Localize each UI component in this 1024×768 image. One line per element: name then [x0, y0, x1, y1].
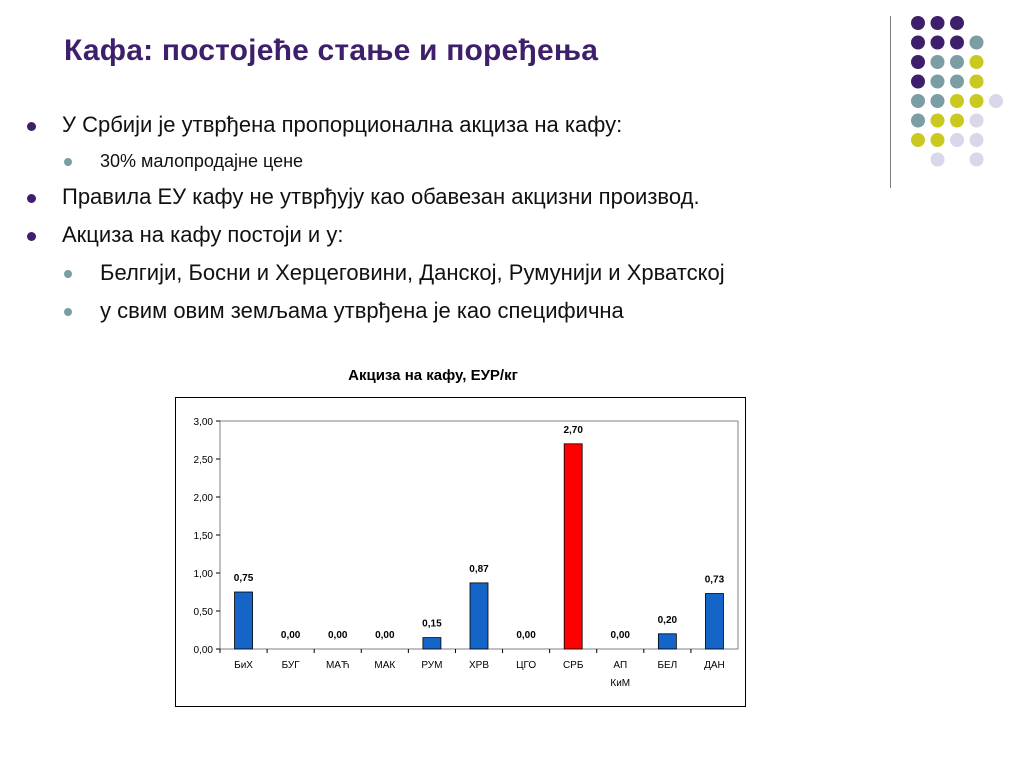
decorative-dot — [969, 94, 984, 108]
x-tick-label: РУМ — [421, 660, 442, 671]
x-tick-label: ДАН — [704, 660, 725, 671]
decorative-dot — [950, 55, 964, 69]
bullet-text: У Србији је утврђена пропорционална акци… — [62, 112, 623, 137]
decorative-dot — [911, 94, 925, 108]
decorative-dot — [969, 35, 984, 50]
bullet-item: У Србији је утврђена пропорционална акци… — [26, 112, 886, 138]
bullet-dot-icon — [64, 308, 72, 316]
y-tick-label: 0,00 — [194, 645, 214, 656]
chart-title: Акциза на кафу, ЕУР/кг — [348, 367, 518, 384]
decorative-dot — [930, 74, 945, 89]
decorative-dot — [911, 16, 925, 30]
x-tick-label: БУГ — [282, 660, 301, 671]
decorative-dot — [950, 94, 964, 108]
decorative-dot — [930, 35, 945, 50]
y-tick-label: 1,00 — [194, 569, 214, 580]
y-tick-label: 1,50 — [194, 531, 214, 542]
decorative-dot-grid — [911, 16, 1003, 167]
bullet-dot-icon — [27, 232, 36, 241]
bullet-text: у свим овим земљама утврђена је као спец… — [100, 298, 624, 323]
bar — [705, 593, 724, 650]
bullet-dot-icon — [64, 270, 72, 278]
bullet-item: Акциза на кафу постоји и у: — [26, 222, 886, 248]
bullet-text: Белгији, Босни и Херцеговини, Данској, Р… — [100, 260, 725, 285]
decorative-dot — [930, 152, 945, 167]
x-tick-label: АП — [613, 660, 627, 671]
x-tick-label: СРБ — [563, 660, 584, 671]
data-label: 0,20 — [658, 615, 678, 626]
y-tick-label: 2,50 — [194, 455, 214, 466]
decorative-dot — [950, 74, 964, 89]
data-label: 0,00 — [611, 630, 631, 641]
decorative-dot — [989, 94, 1003, 108]
y-tick-label: 3,00 — [194, 417, 214, 428]
sub-bullet-item: Белгији, Босни и Херцеговини, Данској, Р… — [26, 260, 886, 286]
decorative-dot — [930, 94, 945, 108]
decorative-dot — [969, 74, 984, 89]
decorative-dot — [950, 16, 964, 30]
chart-frame: 0,00 0,50 1,00 1,50 2,00 2,50 3,00 0,75 БиХ 0,00 Б… — [175, 397, 746, 707]
decorative-dot — [911, 133, 925, 147]
data-label: 0,00 — [281, 630, 301, 641]
x-tick-label: КиМ — [610, 678, 630, 689]
x-tick-label: МАЋ — [326, 660, 350, 671]
x-tick-label: МАК — [374, 660, 395, 671]
sub-bullet-item: у свим овим земљама утврђена је као спец… — [26, 298, 886, 324]
decorative-dot — [969, 55, 984, 69]
decorative-dot — [911, 113, 925, 128]
x-tick-label: БЕЛ — [657, 660, 677, 671]
decorative-dot — [969, 152, 984, 167]
decorative-dot — [950, 35, 964, 50]
divider-line — [890, 16, 891, 188]
bullet-text: 30% малопродајне цене — [100, 151, 304, 171]
data-label: 0,73 — [705, 575, 725, 586]
decorative-dot — [911, 74, 925, 89]
bullet-dot-icon — [64, 158, 72, 166]
bar — [469, 582, 489, 650]
bullet-item: Правила ЕУ кафу не утврђују као обавезан… — [26, 184, 886, 210]
decorative-dot — [930, 133, 945, 147]
decorative-dot — [911, 55, 925, 69]
decorative-dot — [930, 113, 945, 128]
y-tick-label: 0,50 — [194, 607, 214, 618]
decorative-dot — [930, 16, 945, 30]
data-label: 0,00 — [375, 630, 395, 641]
bullet-dot-icon — [27, 122, 36, 131]
data-label: 0,87 — [469, 564, 489, 575]
x-tick-label: ХРВ — [469, 660, 489, 671]
x-tick-label: ЦГО — [516, 660, 536, 671]
bar — [657, 633, 677, 650]
data-label: 2,70 — [563, 425, 583, 436]
data-label: 0,15 — [422, 619, 442, 630]
data-label: 0,00 — [516, 630, 536, 641]
decorative-dot — [969, 133, 984, 147]
bar — [563, 443, 583, 650]
sub-bullet-item: 30% малопродајне цене — [26, 150, 886, 172]
data-label: 0,75 — [234, 573, 254, 584]
slide-title: Кафа: постојеће стање и поређења — [64, 34, 599, 67]
decorative-dot — [969, 113, 984, 128]
x-tick-label: БиХ — [234, 660, 253, 671]
y-tick-label: 2,00 — [194, 493, 214, 504]
decorative-dot — [911, 35, 925, 50]
decorative-dot — [950, 133, 964, 147]
bullet-list: У Србији је утврђена пропорционална акци… — [26, 112, 886, 336]
bar — [422, 637, 442, 650]
bullet-text: Правила ЕУ кафу не утврђују као обавезан… — [62, 184, 700, 209]
decorative-dot — [950, 113, 964, 128]
data-label: 0,00 — [328, 630, 348, 641]
bar-chart: 0,00 0,50 1,00 1,50 2,00 2,50 3,00 0,75 БиХ 0,00 Б… — [194, 417, 739, 689]
bar — [234, 591, 253, 650]
bullet-text: Акциза на кафу постоји и у: — [62, 222, 344, 247]
bullet-dot-icon — [27, 194, 36, 203]
decorative-dot — [930, 55, 945, 69]
